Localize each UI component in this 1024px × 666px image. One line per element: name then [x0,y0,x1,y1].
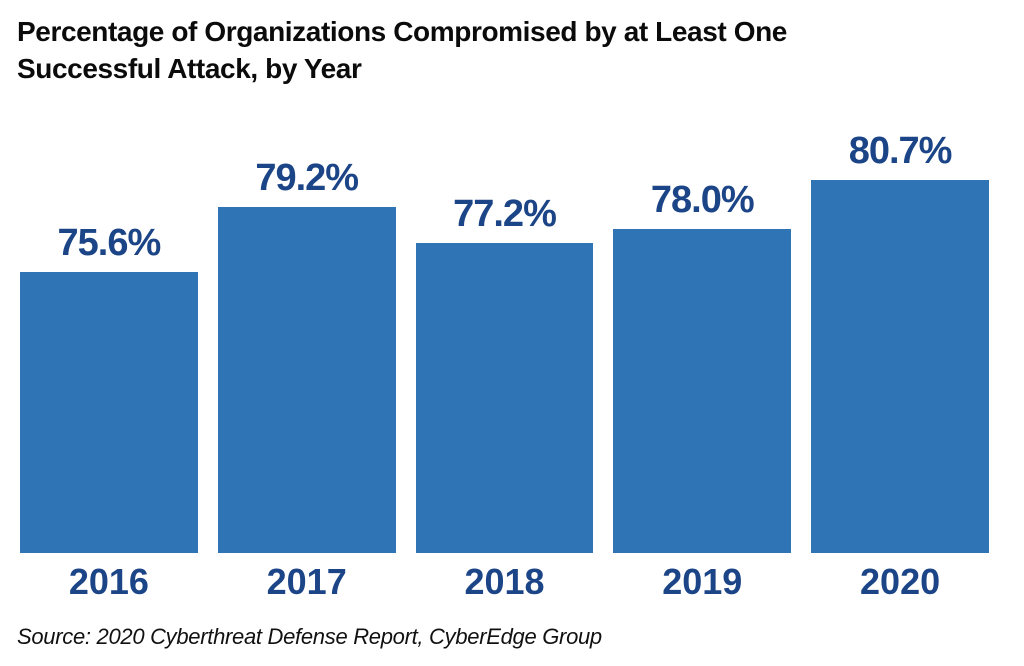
bar-2018 [415,243,594,553]
value-label-2020: 80.7% [848,130,953,173]
year-label-2019: 2019 [662,560,743,602]
bar-column-2019: 78.0% 2019 [613,178,792,602]
year-label-2016: 2016 [68,560,149,602]
value-label-2016: 75.6% [57,221,162,264]
bar-column-2016: 75.6% 2016 [20,224,198,602]
value-label-2018: 77.2% [453,193,557,236]
bar-2017 [217,207,396,553]
source-caption: Source: 2020 Cyberthreat Defense Report,… [17,624,602,649]
bar-chart: 75.6% 2016 79.2% 2017 77.2% 2018 78.0% 2019 80.7… [20,132,989,602]
value-label-2017: 79.2% [255,157,359,200]
bar-2016 [20,271,198,553]
bar-column-2020: 80.7% 2020 [811,132,989,602]
bar-column-2017: 79.2% 2017 [217,157,396,602]
chart-title: Percentage of Organizations Compromised … [17,14,787,88]
chart-title-line-1: Percentage of Organizations Compromised … [17,16,787,47]
bar-2019 [613,228,792,553]
bar-2020 [811,180,989,553]
year-label-2018: 2018 [464,560,545,602]
bar-column-2018: 77.2% 2018 [415,193,594,602]
value-label-2019: 78.0% [650,178,755,221]
year-label-2020: 2020 [860,560,941,602]
chart-title-line-2: Successful Attack, by Year [17,52,362,84]
year-label-2017: 2017 [266,560,347,602]
